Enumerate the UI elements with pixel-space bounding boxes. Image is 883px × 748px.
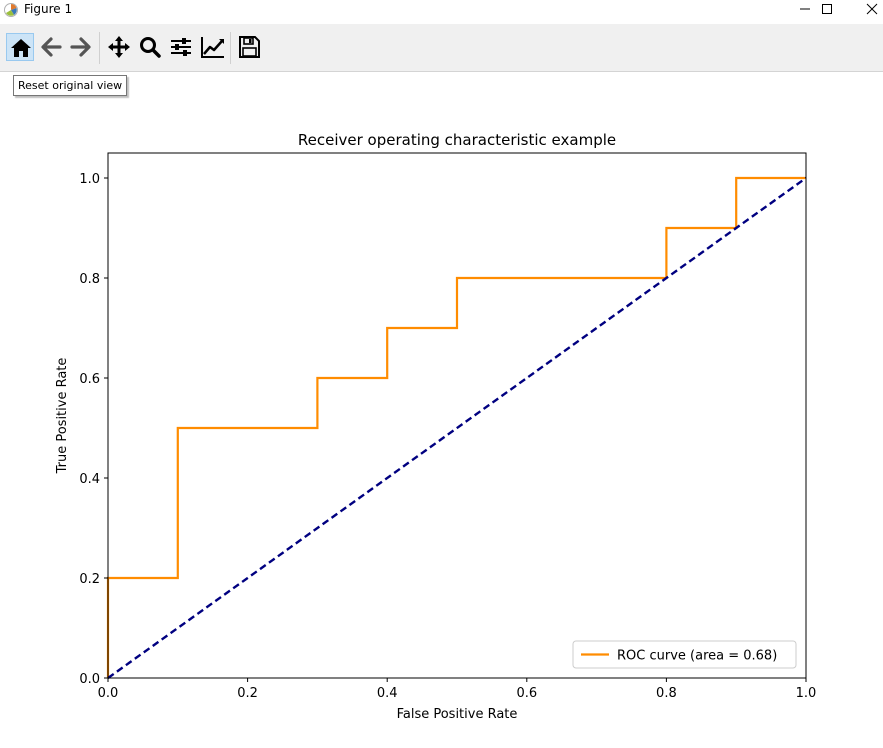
diagonal-reference-line	[107, 177, 807, 679]
toolbar-separator	[99, 32, 100, 64]
edit-axes-button[interactable]	[198, 33, 226, 61]
y-tick-label: 1.0	[79, 172, 100, 187]
home-icon	[11, 39, 31, 57]
axes-frame	[107, 152, 807, 679]
x-tick-label: 1.0	[796, 686, 817, 701]
toolbar-separator	[230, 32, 231, 64]
x-axis-label: False Positive Rate	[397, 707, 518, 722]
navigation-toolbar	[0, 24, 883, 72]
forward-button[interactable]	[67, 33, 95, 61]
back-button[interactable]	[37, 33, 65, 61]
minimize-icon	[800, 8, 810, 10]
y-tick-label: 0.0	[79, 672, 100, 687]
home-button[interactable]	[6, 33, 34, 61]
x-tick-label: 0.8	[656, 686, 677, 701]
x-tick-label: 0.0	[98, 686, 119, 701]
magnifier-icon	[140, 37, 161, 58]
close-button[interactable]	[850, 0, 883, 22]
close-icon	[866, 3, 878, 15]
legend-label: ROC curve (area = 0.68)	[617, 649, 777, 664]
y-axis-label: True Positive Rate	[55, 358, 70, 475]
roc-curve-line	[106, 176, 806, 678]
minimize-button[interactable]	[783, 0, 827, 22]
chart-title: Receiver operating characteristic exampl…	[298, 131, 616, 149]
legend-box	[572, 640, 797, 669]
line-chart-icon	[201, 37, 224, 58]
y-tick-label: 0.2	[79, 572, 100, 587]
x-tick-label: 0.6	[516, 686, 537, 701]
window-title: Figure 1	[24, 2, 73, 16]
x-tick-label: 0.2	[237, 686, 258, 701]
x-tick-label: 0.4	[377, 686, 398, 701]
subplots-button[interactable]	[167, 33, 195, 61]
y-tick-label: 0.8	[79, 272, 100, 287]
tooltip: Reset original view	[13, 75, 128, 96]
arrow-right-icon	[70, 37, 91, 57]
app-icon	[4, 3, 18, 17]
y-tick-label: 0.6	[79, 372, 100, 387]
save-button[interactable]	[235, 33, 263, 61]
zoom-button[interactable]	[136, 33, 164, 61]
move-icon	[108, 36, 130, 58]
maximize-icon	[822, 4, 832, 14]
y-tick-label: 0.4	[79, 472, 100, 487]
pan-button[interactable]	[105, 33, 133, 61]
sliders-icon	[171, 38, 191, 56]
arrow-left-icon	[41, 37, 62, 57]
maximize-button[interactable]	[805, 0, 849, 22]
figure-canvas: 0.0 0.2 0.4 0.6 0.8 1.0 0.0 0.2 0.4 0.6 0.8 1.0 Rece…	[55, 131, 817, 722]
legend: ROC curve (area = 0.68)	[572, 640, 797, 669]
plot-area	[108, 153, 806, 678]
floppy-disk-icon	[239, 36, 260, 58]
window-titlebar: Figure 1	[0, 0, 883, 24]
